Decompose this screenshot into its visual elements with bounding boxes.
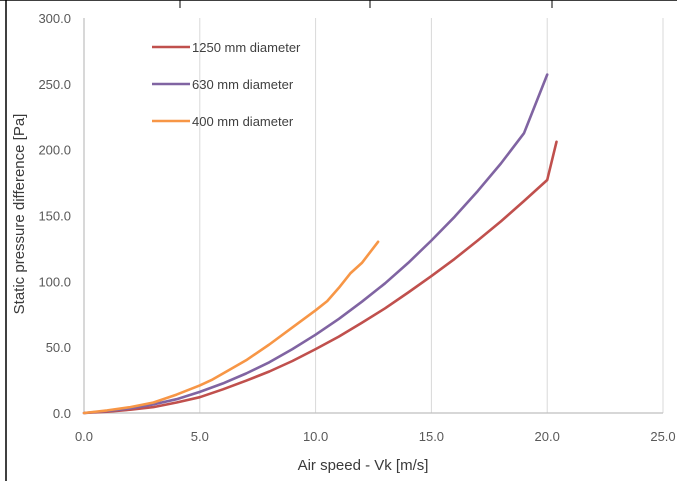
legend-label: 400 mm diameter <box>192 114 294 129</box>
x-axis-title: Air speed - Vk [m/s] <box>298 457 429 474</box>
legend: 1250 mm diameter 630 mm diameter 400 mm di… <box>152 40 301 129</box>
y-tick-label: 150.0 <box>38 209 71 224</box>
gridlines <box>199 18 664 413</box>
x-tick-label: 10.0 <box>303 429 328 444</box>
y-tick-label: 0.0 <box>53 406 71 421</box>
y-tick-label: 300.0 <box>38 11 71 26</box>
y-axis-title: Static pressure difference [Pa] <box>11 114 28 315</box>
x-tick-label: 20.0 <box>535 429 560 444</box>
legend-label: 630 mm diameter <box>192 77 294 92</box>
y-tick-label: 100.0 <box>38 274 71 289</box>
y-tick-label: 200.0 <box>38 143 71 158</box>
series-line-1 <box>82 73 549 415</box>
x-tick-label: 15.0 <box>419 429 444 444</box>
legend-label: 1250 mm diameter <box>192 40 301 55</box>
x-tick-label: 5.0 <box>191 429 209 444</box>
series-lines <box>82 73 558 415</box>
y-tick-label: 50.0 <box>46 340 71 355</box>
y-tick-label: 250.0 <box>38 77 71 92</box>
axes <box>83 18 663 414</box>
x-tick-label: 25.0 <box>650 429 675 444</box>
series-line-0 <box>82 140 558 415</box>
tick-labels: 0.0 5.0 10.0 15.0 20.0 25.0 0.0 50.0 100.0 150.0 2… <box>38 11 675 444</box>
x-tick-label: 0.0 <box>75 429 93 444</box>
series-line-2 <box>82 240 380 415</box>
